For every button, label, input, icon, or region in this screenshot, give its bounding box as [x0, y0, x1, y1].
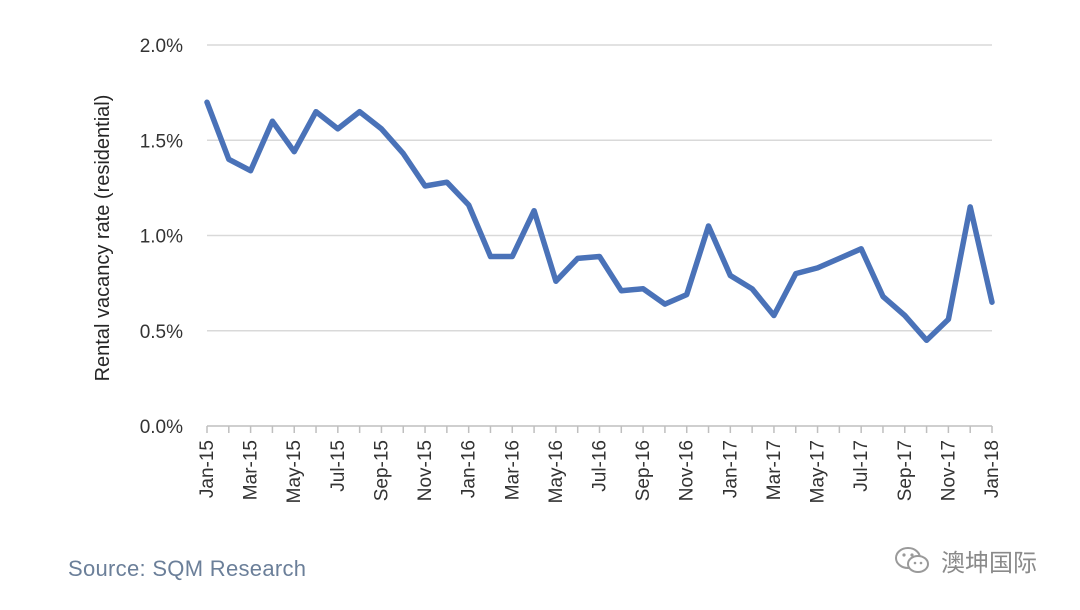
- watermark-text: 澳坤国际: [941, 549, 1037, 577]
- x-tick-label: May-16: [546, 440, 567, 503]
- gridlines: [207, 44, 992, 332]
- x-tick-label: Jan-16: [459, 440, 480, 498]
- x-tick-label: Mar-15: [241, 440, 262, 500]
- x-tick-label: May-15: [284, 440, 305, 503]
- x-tick-label: Nov-17: [938, 440, 959, 501]
- series-line: [204, 99, 995, 344]
- y-tick-label: 0.0%: [140, 417, 183, 438]
- x-tick-label: Sep-16: [633, 440, 654, 501]
- y-axis-title: Rental vacancy rate (residential): [92, 95, 114, 382]
- x-tick-label: Jan-15: [197, 440, 218, 498]
- x-tick-label: Jul-16: [590, 440, 611, 492]
- x-tick-label: Jul-15: [328, 440, 349, 492]
- x-tick-label: Mar-17: [764, 440, 785, 500]
- x-tick-label: Nov-15: [415, 440, 436, 501]
- y-tick-label: 1.5%: [140, 131, 183, 152]
- x-tick-label: Jul-17: [851, 440, 872, 492]
- x-tick-label: Jan-17: [720, 440, 741, 498]
- wechat-icon: [893, 544, 933, 578]
- y-tick-label: 1.0%: [140, 227, 183, 248]
- y-tick-labels: 0.0% 0.5% 1.0% 1.5% 2.0%: [140, 36, 183, 438]
- watermark: 澳坤国际: [893, 543, 1037, 578]
- x-tick-label: Sep-17: [895, 440, 916, 501]
- x-tick-label: Jan-18: [982, 440, 1003, 498]
- x-tick-label: Nov-16: [677, 440, 698, 501]
- x-tick-label: Mar-16: [502, 440, 523, 500]
- source-note: Source: SQM Research: [68, 556, 307, 581]
- x-tick-label: May-17: [808, 440, 829, 503]
- y-tick-label: 2.0%: [140, 36, 183, 57]
- y-tick-label: 0.5%: [140, 322, 183, 343]
- x-tick-labels: Jan-15 Mar-15 May-15 Jul-15 Sep-15 Nov-15 Jan-…: [197, 440, 1003, 503]
- x-tick-marks: [206, 426, 993, 433]
- x-tick-label: Sep-15: [371, 440, 392, 501]
